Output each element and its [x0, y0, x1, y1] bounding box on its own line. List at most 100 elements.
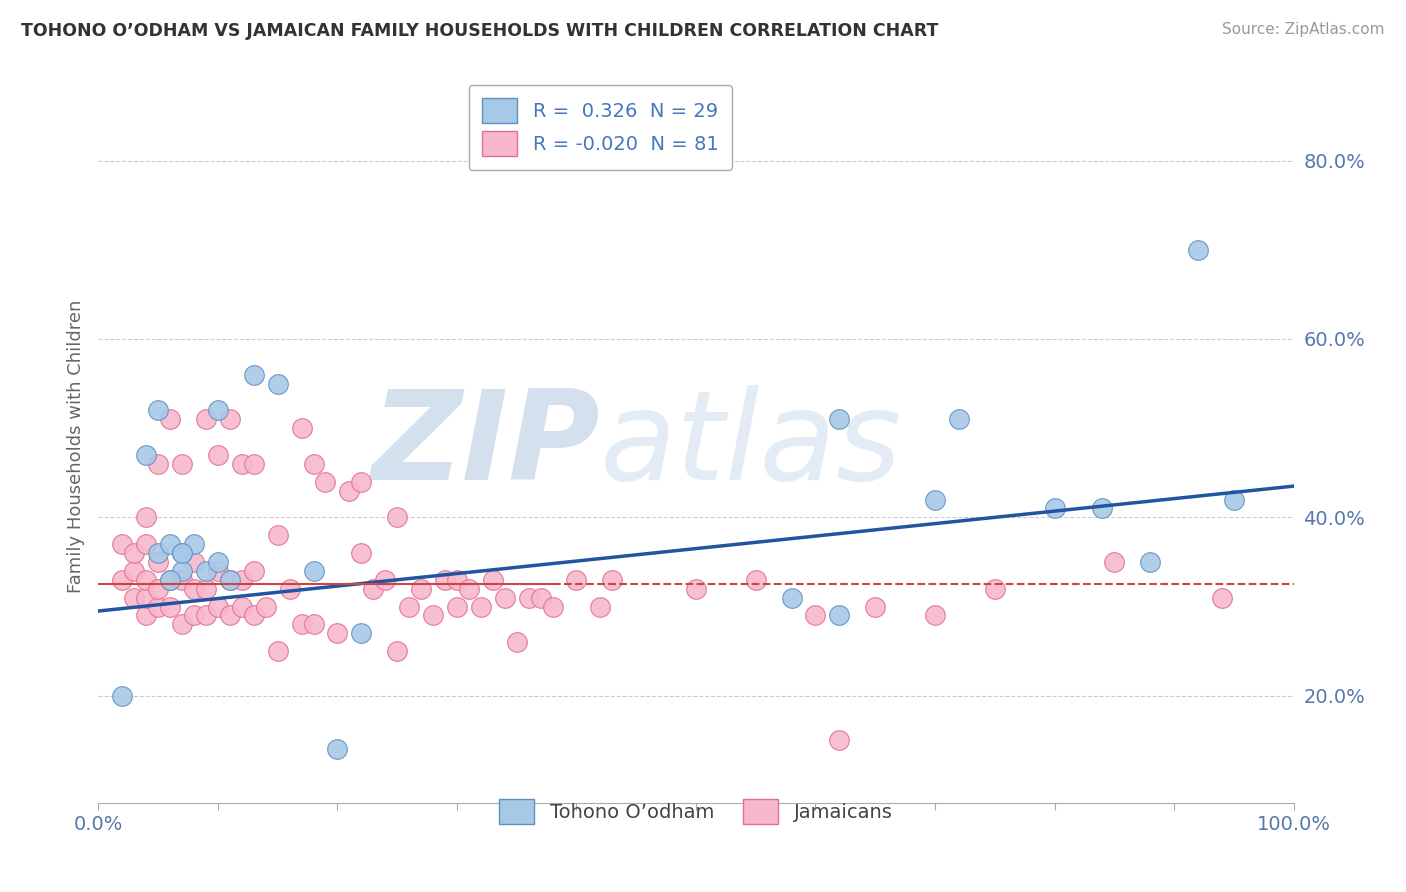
Point [530, 591, 553, 605]
Point [1187, 243, 1209, 257]
Point [446, 573, 468, 587]
Point [780, 591, 803, 605]
Point [804, 608, 827, 623]
Point [1104, 555, 1126, 569]
Point [231, 573, 253, 587]
Point [398, 599, 420, 614]
Point [506, 635, 529, 649]
Point [1091, 501, 1114, 516]
Point [302, 564, 325, 578]
Point [267, 644, 290, 658]
Point [148, 599, 170, 614]
Point [172, 617, 194, 632]
Point [124, 564, 146, 578]
Point [1211, 591, 1233, 605]
Point [231, 599, 253, 614]
Point [207, 555, 229, 569]
Point [254, 599, 277, 614]
Point [267, 376, 290, 391]
Point [207, 403, 229, 417]
Point [278, 582, 301, 596]
Point [195, 582, 218, 596]
Point [111, 573, 134, 587]
Point [135, 448, 157, 462]
Point [243, 608, 266, 623]
Point [828, 608, 851, 623]
Point [411, 582, 433, 596]
Point [111, 689, 134, 703]
Point [159, 537, 181, 551]
Point [517, 591, 540, 605]
Point [350, 546, 373, 560]
Point [339, 483, 361, 498]
Point [828, 733, 851, 747]
Point [195, 608, 218, 623]
Point [1043, 501, 1066, 516]
Point [135, 573, 157, 587]
Point [315, 475, 337, 489]
Point [470, 599, 492, 614]
Y-axis label: Family Households with Children: Family Households with Children [66, 300, 84, 592]
Point [302, 617, 325, 632]
Point [422, 608, 444, 623]
Point [350, 475, 373, 489]
Point [924, 608, 946, 623]
Point [828, 412, 851, 426]
Point [159, 573, 181, 587]
Point [195, 412, 218, 426]
Point [302, 457, 325, 471]
Text: Source: ZipAtlas.com: Source: ZipAtlas.com [1222, 22, 1385, 37]
Point [219, 573, 242, 587]
Point [984, 582, 1007, 596]
Point [541, 599, 564, 614]
Point [267, 528, 290, 542]
Point [446, 599, 468, 614]
Point [243, 564, 266, 578]
Point [183, 555, 205, 569]
Point [385, 644, 409, 658]
Point [159, 412, 181, 426]
Point [172, 564, 194, 578]
Point [1139, 555, 1161, 569]
Point [207, 448, 229, 462]
Point [374, 573, 396, 587]
Point [602, 573, 624, 587]
Point [745, 573, 768, 587]
Point [159, 599, 181, 614]
Point [565, 573, 588, 587]
Point [172, 573, 194, 587]
Legend: Tohono O’odham, Jamaicans: Tohono O’odham, Jamaicans [488, 788, 904, 836]
Point [685, 582, 707, 596]
Point [385, 510, 409, 524]
Point [148, 546, 170, 560]
Point [135, 591, 157, 605]
Point [924, 492, 946, 507]
Text: atlas: atlas [600, 385, 903, 507]
Point [148, 555, 170, 569]
Point [865, 599, 887, 614]
Point [458, 582, 481, 596]
Point [148, 403, 170, 417]
Point [243, 457, 266, 471]
Point [589, 599, 612, 614]
Point [494, 591, 516, 605]
Point [291, 421, 314, 435]
Point [172, 546, 194, 560]
Point [948, 412, 970, 426]
Point [219, 412, 242, 426]
Point [183, 582, 205, 596]
Point [111, 537, 134, 551]
Point [291, 617, 314, 632]
Point [148, 457, 170, 471]
Point [1223, 492, 1246, 507]
Point [124, 591, 146, 605]
Point [135, 510, 157, 524]
Point [172, 546, 194, 560]
Point [124, 546, 146, 560]
Point [481, 573, 505, 587]
Point [159, 573, 181, 587]
Point [231, 457, 253, 471]
Point [172, 457, 194, 471]
Point [135, 608, 157, 623]
Point [219, 573, 242, 587]
